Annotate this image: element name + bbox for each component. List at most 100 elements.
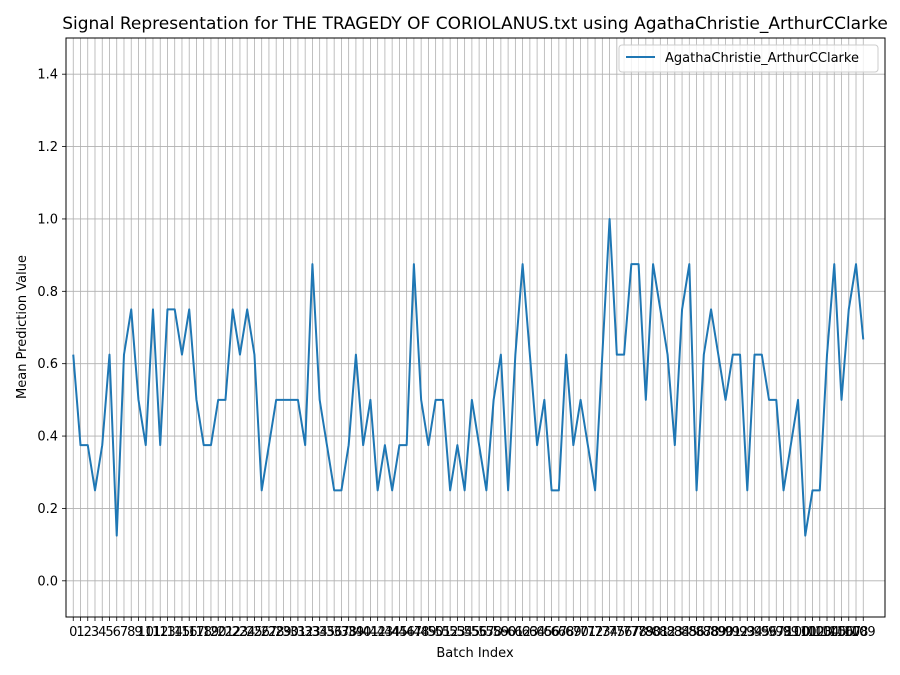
x-tick-label: 87 xyxy=(696,625,713,640)
x-tick-label: 35 xyxy=(319,625,336,640)
x-tick-label: 101 xyxy=(793,625,818,640)
x-tick-label: 11 xyxy=(145,625,162,640)
x-tick-label: 38 xyxy=(340,625,357,640)
x-tick-label: 41 xyxy=(362,625,379,640)
y-tick-label: 0.8 xyxy=(37,285,58,300)
x-tick-label: 42 xyxy=(369,625,386,640)
x-tick-label: 70 xyxy=(572,625,589,640)
x-tick-label: 7 xyxy=(120,625,128,640)
x-tick-label: 18 xyxy=(195,625,212,640)
x-tick-label: 92 xyxy=(732,625,749,640)
x-tick-label: 17 xyxy=(188,625,205,640)
y-tick-label: 1.0 xyxy=(37,212,58,227)
x-tick-label: 21 xyxy=(217,625,234,640)
x-tick-label: 103 xyxy=(807,625,832,640)
x-tick-label: 14 xyxy=(166,625,183,640)
x-tick-label: 46 xyxy=(398,625,415,640)
x-tick-label: 68 xyxy=(558,625,575,640)
x-tick-label: 33 xyxy=(304,625,321,640)
x-tick-label: 51 xyxy=(435,625,452,640)
x-tick-label: 106 xyxy=(829,625,854,640)
x-tick-label: 84 xyxy=(674,625,691,640)
x-tick-label: 37 xyxy=(333,625,350,640)
x-tick-label: 31 xyxy=(290,625,307,640)
legend-label: AgathaChristie_ArthurCClarke xyxy=(665,51,859,66)
x-tick-label: 9 xyxy=(134,625,142,640)
x-tick-label: 107 xyxy=(836,625,861,640)
x-tick-label: 73 xyxy=(594,625,611,640)
x-tick-label: 90 xyxy=(717,625,734,640)
x-tick-label: 79 xyxy=(638,625,655,640)
x-tick-label: 55 xyxy=(464,625,481,640)
x-tick-label: 67 xyxy=(551,625,568,640)
plot-area: 0123456789101112131415161718192021222324… xyxy=(37,37,886,640)
x-tick-label: 102 xyxy=(800,625,825,640)
x-tick-label: 47 xyxy=(406,625,423,640)
x-tick-label: 104 xyxy=(815,625,840,640)
x-tick-label: 100 xyxy=(786,625,811,640)
x-tick-label: 0 xyxy=(69,625,77,640)
y-axis-label: Mean Prediction Value xyxy=(15,255,30,399)
x-tick-label: 80 xyxy=(645,625,662,640)
x-tick-label: 56 xyxy=(471,625,488,640)
x-tick-label: 10 xyxy=(137,625,154,640)
x-tick-label: 44 xyxy=(384,625,401,640)
x-tick-label: 6 xyxy=(113,625,121,640)
x-tick-label: 2 xyxy=(84,625,92,640)
x-tick-label: 5 xyxy=(105,625,113,640)
y-tick-label: 1.2 xyxy=(37,140,58,155)
x-tick-label: 50 xyxy=(427,625,444,640)
x-tick-label: 4 xyxy=(98,625,106,640)
series-layer xyxy=(72,217,865,537)
x-tick-label: 34 xyxy=(311,625,328,640)
x-tick-label: 108 xyxy=(844,625,869,640)
x-tick-label: 85 xyxy=(681,625,698,640)
y-tick-label: 0.0 xyxy=(37,574,58,589)
x-tick-label: 13 xyxy=(159,625,176,640)
x-tick-label: 32 xyxy=(297,625,314,640)
x-tick-label: 54 xyxy=(456,625,473,640)
x-tick-label: 65 xyxy=(536,625,553,640)
x-tick-label: 8 xyxy=(127,625,135,640)
x-tick-label: 22 xyxy=(224,625,241,640)
x-tick-label: 20 xyxy=(210,625,227,640)
chart-title: Signal Representation for THE TRAGEDY OF… xyxy=(62,14,888,34)
x-tick-label: 16 xyxy=(181,625,198,640)
grid xyxy=(66,38,885,617)
x-tick-label: 93 xyxy=(739,625,756,640)
x-tick-label: 98 xyxy=(775,625,792,640)
x-tick-label: 23 xyxy=(232,625,249,640)
x-tick-label: 77 xyxy=(623,625,640,640)
x-tick-label: 75 xyxy=(609,625,626,640)
plot-background xyxy=(66,38,885,617)
x-tick-label: 81 xyxy=(652,625,669,640)
plot-frame xyxy=(65,37,886,618)
x-tick-label: 12 xyxy=(152,625,169,640)
x-tick-label: 82 xyxy=(659,625,676,640)
legend-box xyxy=(618,44,879,73)
x-tick-label: 45 xyxy=(391,625,408,640)
x-tick-label: 88 xyxy=(703,625,720,640)
x-tick-label: 83 xyxy=(667,625,684,640)
ticks: 0123456789101112131415161718192021222324… xyxy=(37,68,875,640)
x-tick-label: 28 xyxy=(268,625,285,640)
series-line xyxy=(72,217,865,537)
x-tick-label: 105 xyxy=(822,625,847,640)
x-tick-label: 94 xyxy=(746,625,763,640)
x-tick-label: 25 xyxy=(246,625,263,640)
x-tick-label: 76 xyxy=(616,625,633,640)
x-tick-label: 95 xyxy=(754,625,771,640)
x-tick-label: 99 xyxy=(783,625,800,640)
x-axis-label: Batch Index xyxy=(436,646,514,661)
x-tick-label: 62 xyxy=(514,625,531,640)
x-tick-label: 26 xyxy=(253,625,270,640)
x-tick-label: 71 xyxy=(580,625,597,640)
x-tick-label: 3 xyxy=(91,625,99,640)
x-tick-label: 97 xyxy=(768,625,785,640)
x-tick-label: 58 xyxy=(485,625,502,640)
x-tick-label: 15 xyxy=(174,625,191,640)
y-tick-label: 1.4 xyxy=(37,68,58,83)
x-tick-label: 39 xyxy=(348,625,365,640)
x-tick-label: 69 xyxy=(565,625,582,640)
x-tick-label: 43 xyxy=(377,625,394,640)
